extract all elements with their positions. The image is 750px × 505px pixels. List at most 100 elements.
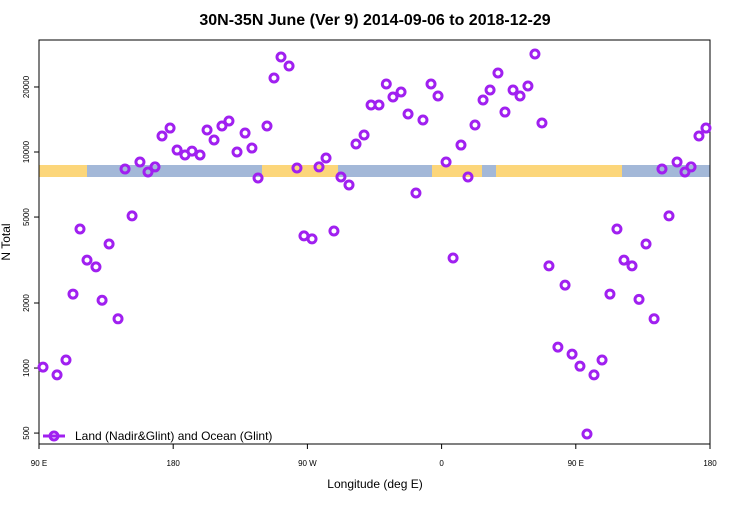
x-tick-label: 180 xyxy=(167,459,181,468)
map-strip xyxy=(39,165,710,177)
data-point xyxy=(291,162,303,174)
data-point xyxy=(74,223,86,235)
data-point xyxy=(507,84,519,96)
data-point xyxy=(402,108,414,120)
y-tick-label: 1000 xyxy=(22,359,31,377)
data-point xyxy=(581,428,593,440)
y-tick-label: 5000 xyxy=(22,208,31,226)
data-point xyxy=(656,163,668,175)
data-point xyxy=(186,145,198,157)
data-point xyxy=(566,348,578,360)
legend-marker xyxy=(48,430,60,442)
data-point xyxy=(164,122,176,134)
data-point xyxy=(663,210,675,222)
data-point xyxy=(201,124,213,136)
data-point xyxy=(604,288,616,300)
x-tick-label: 0 xyxy=(439,459,444,468)
data-point xyxy=(261,120,273,132)
data-point xyxy=(231,146,243,158)
data-point xyxy=(223,115,235,127)
data-point xyxy=(543,260,555,272)
data-point xyxy=(492,67,504,79)
x-tick-label: 90 E xyxy=(31,459,47,468)
data-point xyxy=(216,120,228,132)
x-tick-label: 90 E xyxy=(568,459,584,468)
data-point xyxy=(358,129,370,141)
data-point xyxy=(37,361,49,373)
data-point xyxy=(671,156,683,168)
data-point xyxy=(462,171,474,183)
data-point xyxy=(455,139,467,151)
data-point xyxy=(142,166,154,178)
data-point xyxy=(275,51,287,63)
land-strip xyxy=(432,165,482,177)
x-tick-label: 90 W xyxy=(298,459,317,468)
x-tick-label: 180 xyxy=(703,459,717,468)
data-point xyxy=(51,369,63,381)
data-point xyxy=(208,134,220,146)
data-point xyxy=(103,238,115,250)
data-point xyxy=(350,138,362,150)
data-point xyxy=(588,369,600,381)
data-point xyxy=(171,144,183,156)
land-strip xyxy=(39,165,87,177)
data-point xyxy=(156,130,168,142)
data-point xyxy=(447,252,459,264)
data-point xyxy=(335,171,347,183)
y-tick-label: 10000 xyxy=(22,140,31,163)
y-axis-label: N Total xyxy=(0,223,13,260)
data-point xyxy=(112,313,124,325)
data-point xyxy=(194,149,206,161)
data-point xyxy=(268,72,280,84)
data-point xyxy=(693,130,705,142)
data-point xyxy=(440,156,452,168)
data-point xyxy=(149,161,161,173)
data-point xyxy=(679,166,691,178)
data-point xyxy=(552,341,564,353)
data-point xyxy=(648,313,660,325)
data-point xyxy=(417,114,429,126)
data-point xyxy=(685,161,697,173)
data-point xyxy=(425,78,437,90)
plot-frame xyxy=(38,39,711,445)
data-point xyxy=(618,254,630,266)
data-point xyxy=(380,78,392,90)
data-point xyxy=(283,60,295,72)
y-tick-label: 500 xyxy=(22,426,31,440)
data-point xyxy=(484,84,496,96)
data-point xyxy=(514,90,526,102)
data-point xyxy=(700,122,712,134)
data-point xyxy=(536,117,548,129)
data-point xyxy=(343,179,355,191)
data-point xyxy=(81,254,93,266)
data-point xyxy=(119,163,131,175)
data-point xyxy=(410,187,422,199)
data-point xyxy=(574,360,586,372)
data-point xyxy=(432,90,444,102)
data-point xyxy=(134,156,146,168)
data-point xyxy=(529,48,541,60)
legend-label: Land (Nadir&Glint) and Ocean (Glint) xyxy=(75,429,272,443)
data-point xyxy=(395,86,407,98)
data-point xyxy=(626,260,638,272)
data-point xyxy=(522,80,534,92)
data-point xyxy=(633,293,645,305)
data-point xyxy=(90,261,102,273)
data-point xyxy=(239,127,251,139)
data-point xyxy=(67,288,79,300)
data-point xyxy=(611,223,623,235)
data-point xyxy=(320,152,332,164)
data-point xyxy=(477,94,489,106)
land-strip xyxy=(496,165,622,177)
x-axis-label: Longitude (deg E) xyxy=(327,477,422,491)
data-point xyxy=(559,279,571,291)
data-point xyxy=(60,354,72,366)
y-tick-label: 2000 xyxy=(22,294,31,312)
legend-item: Land (Nadir&Glint) and Ocean (Glint) xyxy=(43,429,272,443)
data-point xyxy=(252,172,264,184)
data-point xyxy=(126,210,138,222)
chart-title: 30N-35N June (Ver 9) 2014-09-06 to 2018-… xyxy=(199,12,550,29)
y-tick-label: 20000 xyxy=(22,75,31,98)
